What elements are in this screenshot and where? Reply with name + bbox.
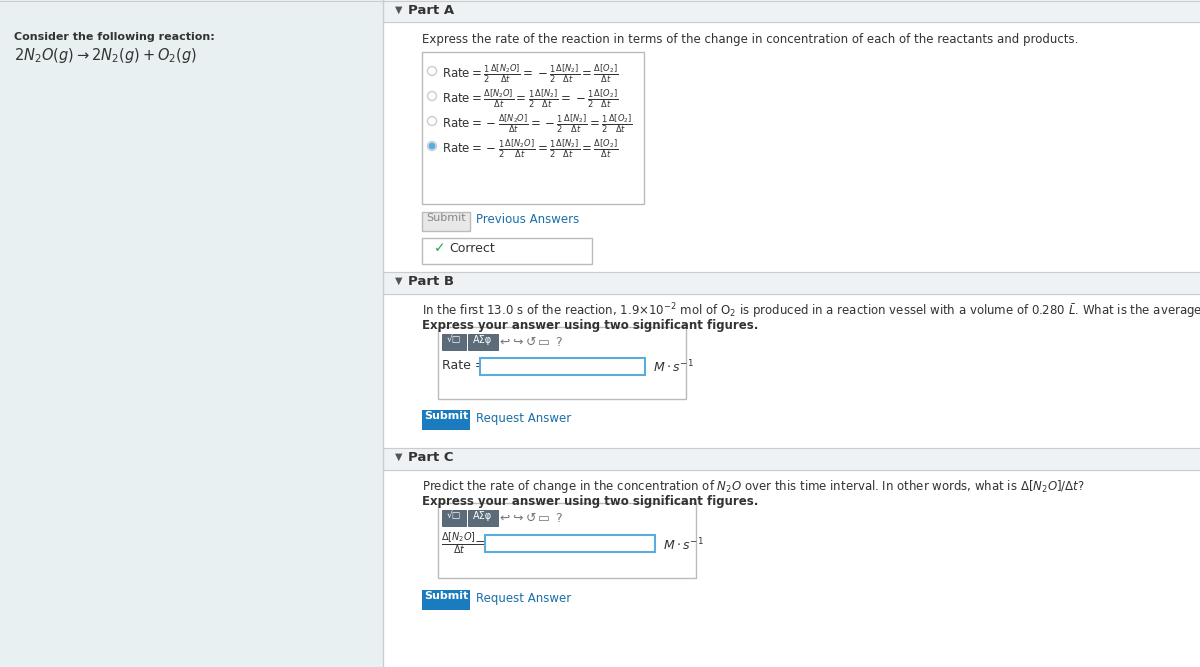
Text: ▼: ▼ xyxy=(395,276,402,286)
Text: ↩: ↩ xyxy=(499,336,510,349)
Circle shape xyxy=(430,143,434,149)
Text: ✓: ✓ xyxy=(434,241,445,255)
Text: Request Answer: Request Answer xyxy=(476,412,571,425)
Text: ▼: ▼ xyxy=(395,5,402,15)
Text: $2N_2O(g) \rightarrow 2N_2(g) + O_2(g)$: $2N_2O(g) \rightarrow 2N_2(g) + O_2(g)$ xyxy=(14,46,197,65)
Text: AΣφ: AΣφ xyxy=(473,511,493,521)
Text: ?: ? xyxy=(554,336,562,349)
Text: $M \cdot s^{-1}$: $M \cdot s^{-1}$ xyxy=(653,359,694,376)
Text: ↩: ↩ xyxy=(499,512,510,525)
Text: ▭: ▭ xyxy=(538,512,550,525)
FancyBboxPatch shape xyxy=(383,272,1200,294)
Text: Part C: Part C xyxy=(408,451,454,464)
Text: ?: ? xyxy=(554,512,562,525)
FancyBboxPatch shape xyxy=(480,358,646,375)
Text: Request Answer: Request Answer xyxy=(476,592,571,605)
Text: Previous Answers: Previous Answers xyxy=(476,213,580,226)
Text: $\mathrm{Rate} = \frac{\Delta[N_2O]}{\Delta t} = \frac{1}{2}\frac{\Delta[N_2]}{\: $\mathrm{Rate} = \frac{\Delta[N_2O]}{\De… xyxy=(442,88,618,111)
FancyBboxPatch shape xyxy=(438,503,696,578)
Text: ↺: ↺ xyxy=(526,336,536,349)
Text: $\frac{\Delta[N_2O]}{\Delta t}$: $\frac{\Delta[N_2O]}{\Delta t}$ xyxy=(442,530,476,556)
FancyBboxPatch shape xyxy=(422,410,470,430)
Text: ↪: ↪ xyxy=(512,336,523,349)
Text: ↺: ↺ xyxy=(526,512,536,525)
Text: Express your answer using two significant figures.: Express your answer using two significan… xyxy=(422,495,758,508)
Text: Express your answer using two significant figures.: Express your answer using two significan… xyxy=(422,319,758,332)
Text: AΣφ: AΣφ xyxy=(473,335,493,345)
Text: $\mathrm{Rate} = \frac{1}{2}\frac{\Delta[N_2O]}{\Delta t} = -\frac{1}{2}\frac{\D: $\mathrm{Rate} = \frac{1}{2}\frac{\Delta… xyxy=(442,63,618,85)
FancyBboxPatch shape xyxy=(422,212,470,231)
FancyBboxPatch shape xyxy=(422,590,470,610)
Text: =: = xyxy=(475,537,486,550)
Text: Correct: Correct xyxy=(449,242,494,255)
Text: Submit: Submit xyxy=(424,591,468,601)
Text: √□: √□ xyxy=(446,511,461,520)
FancyBboxPatch shape xyxy=(0,0,383,667)
Text: In the first 13.0 s of the reaction, 1.9×10$^{-2}$ mol of O$_2$ is produced in a: In the first 13.0 s of the reaction, 1.9… xyxy=(422,302,1200,321)
Text: √□: √□ xyxy=(446,335,461,344)
FancyBboxPatch shape xyxy=(383,448,1200,470)
Text: ▭: ▭ xyxy=(538,336,550,349)
Text: Submit: Submit xyxy=(424,411,468,421)
FancyBboxPatch shape xyxy=(468,510,498,526)
Text: $\mathrm{Rate} = -\frac{1}{2}\frac{\Delta[N_2O]}{\Delta t} = \frac{1}{2}\frac{\D: $\mathrm{Rate} = -\frac{1}{2}\frac{\Delt… xyxy=(442,138,618,161)
FancyBboxPatch shape xyxy=(422,52,644,204)
Text: Part A: Part A xyxy=(408,4,454,17)
FancyBboxPatch shape xyxy=(485,535,655,552)
Text: ▼: ▼ xyxy=(395,452,402,462)
Text: ↪: ↪ xyxy=(512,512,523,525)
FancyBboxPatch shape xyxy=(383,0,1200,22)
Text: Express the rate of the reaction in terms of the change in concentration of each: Express the rate of the reaction in term… xyxy=(422,33,1079,46)
Text: Submit: Submit xyxy=(426,213,466,223)
Text: $M \cdot s^{-1}$: $M \cdot s^{-1}$ xyxy=(662,537,703,554)
FancyBboxPatch shape xyxy=(383,0,1200,667)
FancyBboxPatch shape xyxy=(468,334,498,350)
Text: Consider the following reaction:: Consider the following reaction: xyxy=(14,32,215,42)
Text: $\mathrm{Rate} = -\frac{\Delta[N_2O]}{\Delta t} = -\frac{1}{2}\frac{\Delta[N_2]}: $\mathrm{Rate} = -\frac{\Delta[N_2O]}{\D… xyxy=(442,113,632,135)
FancyBboxPatch shape xyxy=(442,334,466,350)
FancyBboxPatch shape xyxy=(442,510,466,526)
FancyBboxPatch shape xyxy=(438,327,686,399)
Text: Part B: Part B xyxy=(408,275,454,288)
FancyBboxPatch shape xyxy=(422,238,592,264)
Text: Rate =: Rate = xyxy=(442,359,486,372)
Text: Predict the rate of change in the concentration of $N_2O$ over this time interva: Predict the rate of change in the concen… xyxy=(422,478,1085,495)
